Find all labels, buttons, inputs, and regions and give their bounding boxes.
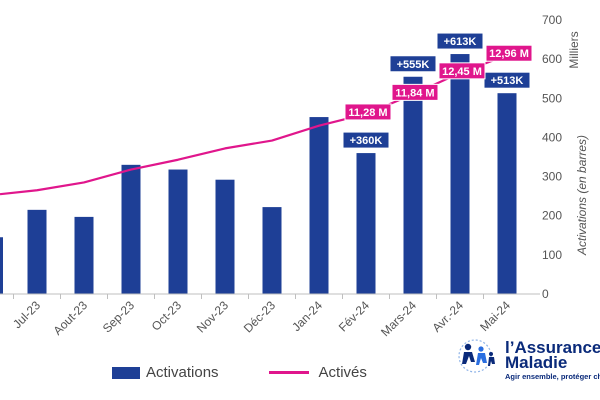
bar-data-label-box (436, 32, 484, 50)
line-data-label: 11,28 M (344, 103, 392, 121)
bar (403, 76, 423, 294)
bar (121, 164, 141, 294)
assurance-maladie-logo: l’Assurance Maladie Agir ensemble, proté… (450, 334, 600, 384)
y-axis-unit: Milliers (567, 31, 581, 68)
x-tick-label: Nov-23 (194, 298, 231, 335)
bar-data-label: +555K (389, 55, 437, 73)
people-logo-icon (458, 339, 495, 373)
bars-layer (0, 54, 517, 295)
logo-name-line2: Maladie (505, 353, 568, 372)
line-actives (0, 54, 508, 196)
x-tick-label: Mars-24 (378, 298, 419, 339)
line-data-label-text: 12,96 M (489, 48, 529, 60)
bar-data-label: +360K (342, 131, 390, 149)
bar (309, 117, 329, 295)
bar (356, 153, 376, 294)
legend-swatch-bar (112, 366, 140, 379)
bar (450, 54, 470, 294)
logo-name-line1: l’Assurance (505, 338, 600, 357)
bar (74, 216, 94, 294)
bar-data-label-text: +360K (350, 135, 383, 147)
line-data-label-box (438, 62, 486, 80)
line-data-label-text: 11,84 M (395, 87, 434, 99)
y-tick-label: 500 (542, 91, 562, 105)
line-layer (0, 54, 508, 196)
bar (168, 169, 188, 294)
y-tick-label: 100 (542, 248, 562, 262)
bar-data-label-box (342, 131, 390, 149)
y-tick-label: 600 (542, 52, 562, 66)
legend-item-actives: Activés (268, 364, 367, 381)
line-data-label-text: 12,45 M (442, 66, 482, 78)
x-tick-label: Déc-23 (241, 298, 278, 335)
legend-swatch-line (268, 371, 309, 374)
y-tick-label: 200 (542, 209, 562, 223)
y-tick-label: 700 (542, 13, 562, 27)
bar-data-label-text: +513K (491, 75, 524, 87)
y-tick-label: 0 (542, 287, 549, 301)
legend-label-activations: Activations (146, 364, 219, 381)
x-tick-label: Sep-23 (100, 298, 137, 335)
y-axis: 0 100 200 300 400 500 600 700 (542, 13, 562, 301)
x-tick-label: Mai-24 (477, 298, 513, 334)
line-data-label-box (485, 44, 533, 62)
x-tick-label: Aout-23 (51, 298, 91, 338)
x-tick-label: Fév-24 (336, 298, 373, 335)
bar (27, 209, 47, 294)
bar (497, 93, 517, 294)
y-tick-label: 300 (542, 170, 562, 184)
line-data-label-box (344, 103, 392, 121)
line-data-label-text: 11,28 M (348, 107, 387, 119)
legend: Activations Activés (112, 364, 417, 381)
bar (215, 179, 235, 294)
bar-data-label: +513K (483, 71, 531, 89)
y-tick-label: 400 (542, 130, 562, 144)
line-data-label: 12,45 M (438, 62, 486, 80)
line-data-label: 12,96 M (485, 44, 533, 62)
bar-data-label-box (389, 55, 437, 73)
line-data-label: 11,84 M (391, 83, 439, 101)
legend-item-activations: Activations (112, 364, 219, 381)
labels-layer: +360K +555K +613K +513K 11,28 M 11,84 M 12,45 … (342, 32, 533, 149)
x-tick-label: Jan-24 (289, 298, 325, 334)
bar-partial (0, 237, 3, 294)
bar-data-label-text: +555K (397, 59, 430, 71)
y-axis-title: Activations (en barres) (575, 135, 589, 256)
x-tick-label: Oct-23 (149, 298, 185, 334)
x-axis: Jul-23 Aout-23 Sep-23 Oct-23 Nov-23 Déc-23 Jan… (0, 293, 540, 339)
bar-data-label-text: +613K (444, 36, 477, 48)
legend-label-actives: Activés (318, 364, 367, 381)
logo-tagline: Agir ensemble, protéger chacun (505, 372, 600, 381)
bar (262, 207, 282, 294)
logo-name: l’Assurance Maladie (505, 338, 600, 372)
line-data-label-box (391, 83, 439, 101)
bar-data-label: +613K (436, 32, 484, 50)
x-tick-label: Avr.-24 (429, 298, 466, 335)
bar-data-label-box (483, 71, 531, 89)
x-tick-label: Jul-23 (10, 298, 43, 331)
